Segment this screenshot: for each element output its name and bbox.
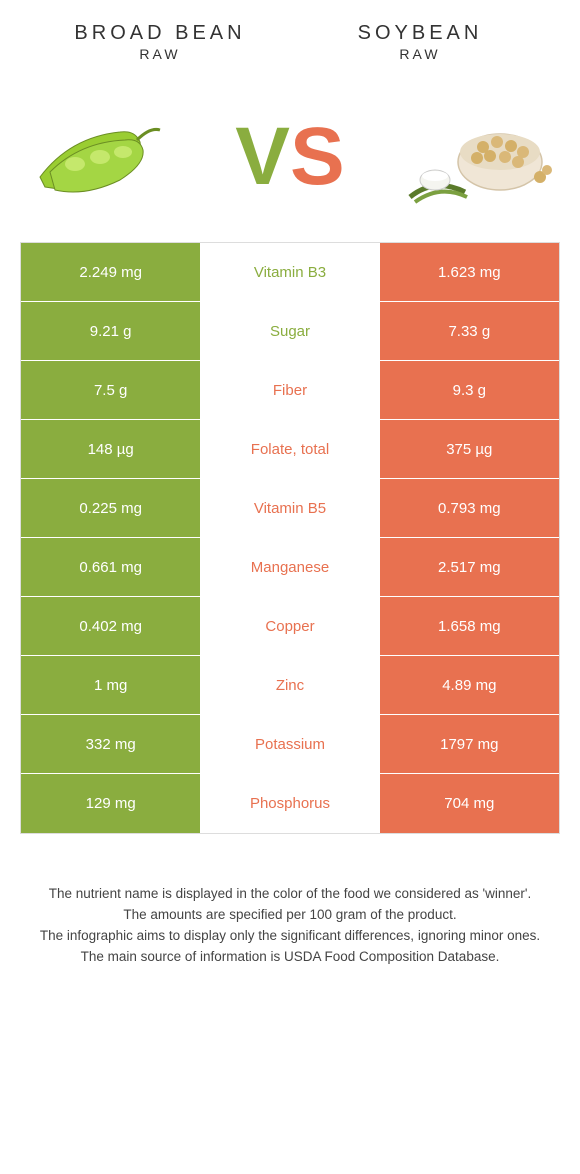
soybean-icon [405,102,555,212]
left-value: 7.5 g [21,361,200,419]
right-value: 1797 mg [380,715,559,773]
right-value: 7.33 g [380,302,559,360]
nutrient-name: Phosphorus [200,774,379,833]
table-row: 1 mgZinc4.89 mg [21,656,559,715]
left-value: 9.21 g [21,302,200,360]
broad-bean-image [25,102,175,212]
right-value: 0.793 mg [380,479,559,537]
right-value: 704 mg [380,774,559,833]
table-row: 0.661 mgManganese2.517 mg [21,538,559,597]
right-value: 2.517 mg [380,538,559,596]
left-value: 129 mg [21,774,200,833]
right-food-state: RAW [290,46,550,62]
left-value: 332 mg [21,715,200,773]
left-food-state: RAW [30,46,290,62]
nutrient-name: Sugar [200,302,379,360]
right-value: 4.89 mg [380,656,559,714]
header: BROAD BEAN RAW SOYBEAN RAW [0,0,580,72]
comparison-table: 2.249 mgVitamin B31.623 mg9.21 gSugar7.3… [20,242,560,834]
vs-label: VS [235,110,344,204]
table-row: 7.5 gFiber9.3 g [21,361,559,420]
broad-bean-icon [25,102,175,212]
soybean-image [405,102,555,212]
left-value: 2.249 mg [21,243,200,301]
footer-line-4: The main source of information is USDA F… [30,947,550,968]
nutrient-name: Potassium [200,715,379,773]
right-value: 1.623 mg [380,243,559,301]
nutrient-name: Manganese [200,538,379,596]
nutrient-name: Vitamin B5 [200,479,379,537]
left-value: 0.402 mg [21,597,200,655]
nutrient-name: Copper [200,597,379,655]
left-food-name: BROAD BEAN [30,20,290,46]
footer-line-3: The infographic aims to display only the… [30,926,550,947]
right-value: 375 µg [380,420,559,478]
table-row: 332 mgPotassium1797 mg [21,715,559,774]
nutrient-name: Folate, total [200,420,379,478]
nutrient-name: Vitamin B3 [200,243,379,301]
table-row: 0.225 mgVitamin B50.793 mg [21,479,559,538]
left-food-title: BROAD BEAN RAW [30,20,290,62]
footer-line-2: The amounts are specified per 100 gram o… [30,905,550,926]
right-food-name: SOYBEAN [290,20,550,46]
left-value: 0.225 mg [21,479,200,537]
table-row: 148 µgFolate, total375 µg [21,420,559,479]
nutrient-name: Fiber [200,361,379,419]
table-row: 2.249 mgVitamin B31.623 mg [21,243,559,302]
vs-s: S [290,111,345,202]
table-row: 129 mgPhosphorus704 mg [21,774,559,833]
left-value: 148 µg [21,420,200,478]
right-value: 9.3 g [380,361,559,419]
vs-v: V [235,111,290,202]
right-food-title: SOYBEAN RAW [290,20,550,62]
left-value: 0.661 mg [21,538,200,596]
images-row: VS [0,72,580,242]
nutrient-name: Zinc [200,656,379,714]
right-value: 1.658 mg [380,597,559,655]
left-value: 1 mg [21,656,200,714]
footer-line-1: The nutrient name is displayed in the co… [30,884,550,905]
table-row: 9.21 gSugar7.33 g [21,302,559,361]
footer-notes: The nutrient name is displayed in the co… [0,834,580,988]
table-row: 0.402 mgCopper1.658 mg [21,597,559,656]
